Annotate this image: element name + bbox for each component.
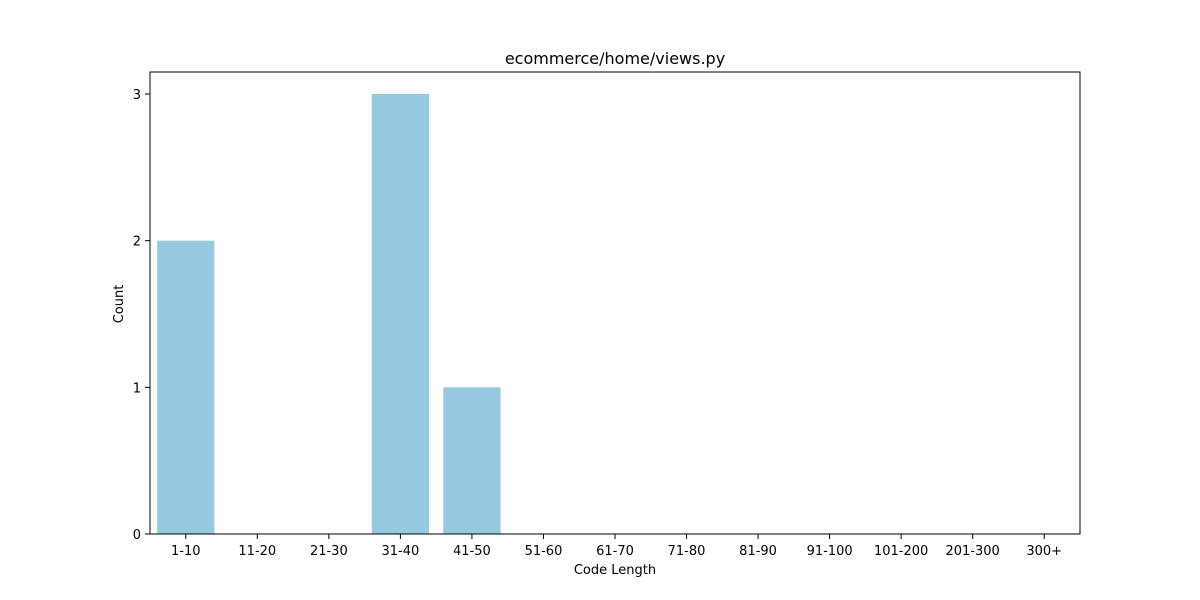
x-tick-label: 81-90 <box>739 544 777 559</box>
x-tick-label: 31-40 <box>381 544 419 559</box>
plot-frame <box>149 71 1081 535</box>
y-tick-label: 3 <box>133 88 141 103</box>
x-tick-label: 11-20 <box>238 544 276 559</box>
y-tick-label: 1 <box>133 381 141 396</box>
bar-1-10 <box>157 240 215 534</box>
x-tick-label: 300+ <box>1026 544 1062 559</box>
x-tick-label: 61-70 <box>596 544 634 559</box>
y-axis-ticks: 0 1 2 3 <box>133 88 150 543</box>
x-axis-ticks: 1-10 11-20 21-30 31-40 41-50 51-60 61-70 71-80 8… <box>171 534 1062 559</box>
x-tick-label: 51-60 <box>525 544 563 559</box>
bar-31-40 <box>371 94 429 534</box>
bars-group <box>157 94 501 534</box>
x-tick-label: 1-10 <box>171 544 201 559</box>
x-tick-label: 71-80 <box>668 544 706 559</box>
x-tick-label: 41-50 <box>453 544 491 559</box>
x-axis-label: Code Length <box>574 563 656 578</box>
y-axis-label: Count <box>112 285 127 324</box>
x-tick-label: 201-300 <box>946 544 1000 559</box>
y-tick-label: 0 <box>133 528 141 543</box>
bar-41-50 <box>443 387 501 534</box>
x-tick-label: 101-200 <box>874 544 928 559</box>
x-tick-label: 91-100 <box>807 544 853 559</box>
y-tick-label: 2 <box>133 235 141 250</box>
x-tick-label: 21-30 <box>310 544 348 559</box>
chart-title: ecommerce/home/views.py <box>505 49 725 68</box>
